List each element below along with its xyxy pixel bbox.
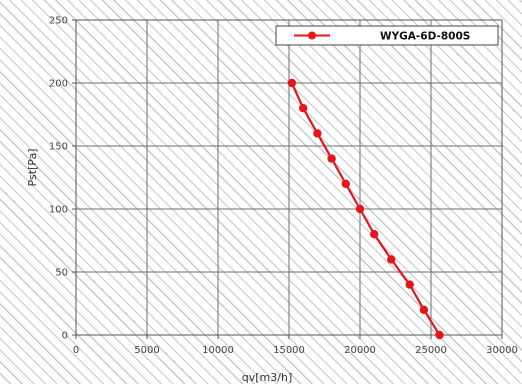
data-point	[313, 129, 322, 138]
data-point	[327, 154, 336, 163]
y-tick-label: 0	[62, 331, 68, 342]
legend-box	[275, 25, 499, 46]
x-axis-label: qv[m3/h]	[242, 371, 292, 384]
legend-entry-label: WYGA-6D-800S	[380, 31, 470, 43]
x-tick-label: 15000	[273, 345, 305, 356]
grid	[75, 19, 503, 336]
legend-marker-sample	[308, 31, 316, 40]
data-point	[405, 280, 414, 289]
y-tick-label: 200	[49, 79, 68, 90]
x-tick-label: 0	[73, 345, 79, 356]
data-point	[355, 204, 365, 214]
legend: WYGA-6D-800S	[275, 25, 499, 46]
x-tick-label: 5000	[134, 345, 159, 356]
y-tick-label: 50	[55, 268, 68, 279]
x-tick-label: 30000	[486, 345, 518, 356]
y-tick-label: 250	[49, 16, 68, 27]
tick-labels: 0 5000 10000 15000 20000 25000 30000 0 50 100 150 2…	[49, 16, 518, 357]
data-point	[287, 78, 297, 88]
x-tick-label: 25000	[415, 345, 447, 356]
y-axis-label: Pst[Pa]	[26, 149, 39, 187]
data-point	[435, 330, 444, 340]
data-point	[299, 104, 308, 113]
data-point	[419, 305, 429, 314]
x-tick-label: 10000	[202, 345, 234, 356]
data-point	[341, 179, 350, 188]
x-tick-label: 20000	[344, 345, 376, 356]
data-point	[370, 230, 379, 239]
y-tick-label: 100	[49, 205, 68, 216]
series-layer	[287, 78, 444, 340]
y-tick-label: 150	[49, 142, 68, 153]
data-point	[387, 255, 396, 264]
